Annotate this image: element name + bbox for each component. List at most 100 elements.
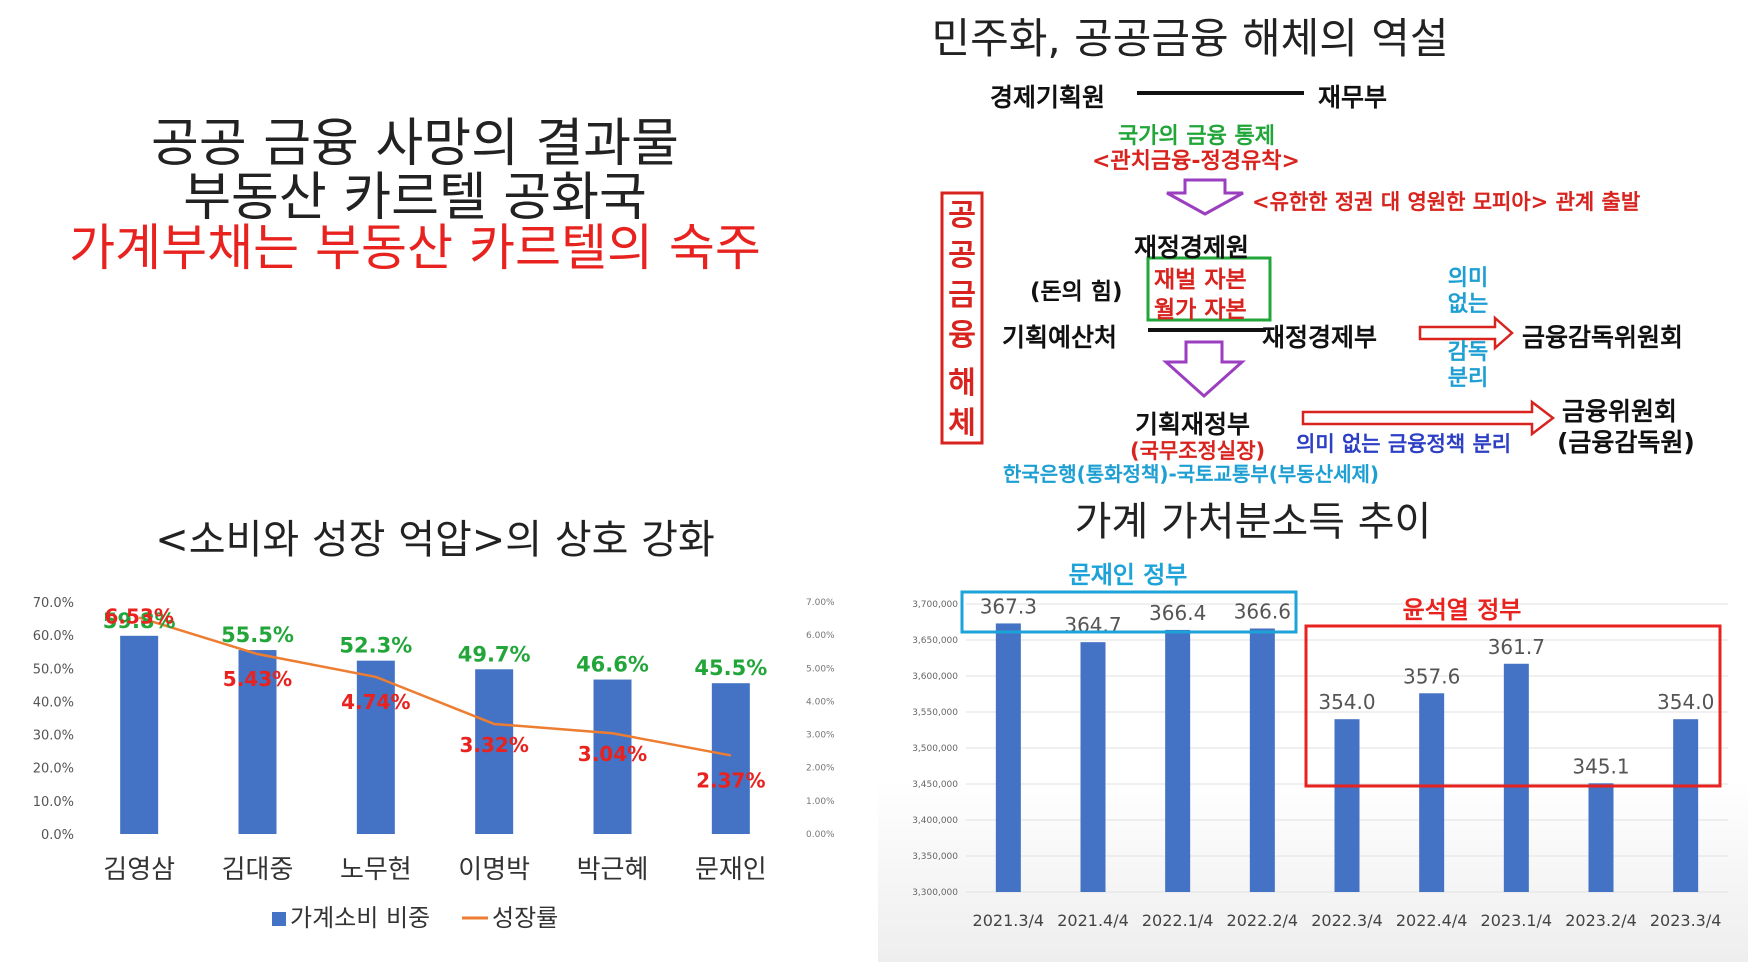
bar-data-label: 59.8% (103, 609, 176, 633)
policy-sep-label: 의미 없는 금융정책 분리 (1296, 432, 1512, 456)
node-fsc-commission: 금융감독위원회 (1522, 323, 1684, 352)
bar-data-label: 52.3% (339, 634, 412, 658)
bar-data-label: 55.5% (221, 623, 294, 647)
bar (593, 679, 632, 834)
bar-data-label: 46.6% (576, 653, 649, 677)
mafia-label: <유한한 정권 대 영원한 모피아> 관계 출발 (1252, 190, 1641, 214)
x-tick-label: 2023.3/4 (1650, 911, 1722, 930)
bar (1165, 629, 1191, 892)
y-tick: 3,500,000 (912, 744, 958, 754)
node-jaejeong-won: 재정경제원 (1134, 233, 1250, 262)
x-tick-label: 노무현 (340, 855, 412, 885)
wallstreet-label: 월가 자본 (1154, 297, 1247, 323)
bar-data-label: 49.7% (458, 642, 531, 666)
vertical-char: 금 (948, 278, 976, 313)
node-planning-finance: 기획재정부 (1135, 410, 1251, 439)
y-tick: 3,350,000 (912, 852, 958, 862)
x-tick-label: 2023.2/4 (1565, 911, 1637, 930)
x-tick-label: 2023.1/4 (1481, 911, 1553, 930)
growth-line (138, 616, 732, 757)
moon-group-label: 문재인 정부 (1069, 561, 1188, 589)
yoon-group-label: 윤석열 정부 (1403, 596, 1522, 624)
y-tick: 3,400,000 (912, 816, 958, 826)
x-tick-label: 2022.1/4 (1142, 911, 1214, 930)
y-tick: 3,650,000 (912, 636, 958, 646)
arrow-to-fsc-commission (1418, 315, 1514, 351)
x-tick-label: 2022.2/4 (1227, 911, 1299, 930)
y-left-tick: 50.0% (33, 662, 74, 677)
chart1-svg: 0.0% 10.0% 20.0% 30.0% 40.0% 50.0% 60.0% 70.0% 0… (33, 596, 835, 932)
y-right-tick: 0.00% (806, 830, 835, 840)
bar (1673, 719, 1699, 892)
y-right-tick: 1.00% (806, 797, 835, 807)
bok-label: 한국은행(통화정책)-국토교통부(부동산세제) (1003, 462, 1380, 486)
x-tick-label: 이명박 (458, 855, 530, 885)
node-jaejeong-bu: 재정경제부 (1262, 323, 1378, 352)
x-tick-label: 김대중 (222, 855, 294, 885)
capital-box (1146, 256, 1272, 322)
bar (120, 635, 159, 834)
bar (1080, 642, 1106, 892)
bar-data-label: 364.7 (1064, 613, 1121, 637)
y-left-tick: 60.0% (33, 629, 74, 644)
chart2-panel (878, 556, 1748, 962)
moon-group-box (960, 590, 1298, 634)
vertical-char: 공 (948, 238, 976, 273)
y-left-tick: 40.0% (33, 695, 74, 710)
y-left-tick: 10.0% (33, 795, 74, 810)
sup-word: 의미 (1447, 266, 1489, 291)
bar (1419, 693, 1445, 892)
bar (711, 683, 750, 834)
x-tick-label: 문재인 (695, 855, 767, 885)
money-power-label: (돈의 힘) (1030, 279, 1123, 305)
pm-office-label: (국무조정실장) (1130, 439, 1266, 463)
bar (1249, 628, 1275, 892)
down-arrow-1 (1166, 178, 1244, 216)
headline-2: 부동산 카르텔 공화국 (183, 168, 647, 228)
y-tick: 3,300,000 (912, 888, 958, 898)
down-arrow-2 (1162, 340, 1246, 399)
yoon-group-box (1304, 624, 1722, 788)
vertical-label-box (940, 191, 984, 445)
node-gyeongje: 경제기획원 (990, 83, 1106, 112)
bar-data-label: 366.4 (1149, 601, 1206, 625)
bar-data-label: 354.0 (1657, 690, 1714, 714)
y-right-tick: 5.00% (806, 664, 835, 674)
bar (1334, 719, 1360, 892)
meaningless-sup-label: 의미 없는 감독 분리 (1436, 266, 1500, 392)
legend-label-line: 성장률 (492, 904, 558, 932)
control-label-2: <관치금융-정경유착> (1092, 149, 1300, 174)
y-right-tick: 2.00% (806, 764, 835, 774)
vertical-char: 체 (948, 406, 976, 441)
y-right-tick: 7.00% (806, 598, 835, 608)
y-tick: 3,450,000 (912, 780, 958, 790)
legend-label-bar: 가계소비 비중 (290, 904, 430, 932)
y-left-tick: 30.0% (33, 729, 74, 744)
bar-data-label: 45.5% (694, 656, 767, 680)
bar (995, 623, 1021, 892)
y-right-tick: 6.00% (806, 631, 835, 641)
chart1-title: <소비와 성장 억압>의 상호 강화 (155, 517, 715, 563)
arrow-to-fsc (1301, 399, 1556, 437)
chart2-svg: 3,300,000 3,350,000 3,400,000 3,450,000 3,50… (912, 561, 1728, 930)
bar-data-label: 361.7 (1488, 635, 1545, 659)
sup-word: 감독 (1447, 340, 1489, 365)
y-tick: 3,550,000 (912, 708, 958, 718)
y-right-tick: 4.00% (806, 697, 835, 707)
y-left-tick: 20.0% (33, 762, 74, 777)
headline-1: 공공 금융 사망의 결과물 (151, 114, 679, 174)
y-tick: 3,700,000 (912, 600, 958, 610)
line-data-label: 3.32% (459, 733, 528, 757)
vertical-label: 공 공 금 융 해 체 (942, 196, 982, 444)
bar-data-label: 357.6 (1403, 664, 1460, 688)
sup-word: 분리 (1447, 366, 1489, 391)
vertical-char: 해 (948, 366, 976, 401)
vertical-char: 융 (948, 318, 976, 353)
diagram-graphics (940, 91, 1556, 445)
bar-data-label: 367.3 (980, 594, 1037, 618)
control-label: 국가의 금융 통제 (1118, 124, 1275, 149)
x-tick-label: 2022.3/4 (1311, 911, 1383, 930)
vertical-char: 공 (948, 198, 976, 233)
bar (475, 669, 514, 834)
headline-3: 가계부채는 부동산 카르텔의 숙주 (69, 219, 761, 277)
